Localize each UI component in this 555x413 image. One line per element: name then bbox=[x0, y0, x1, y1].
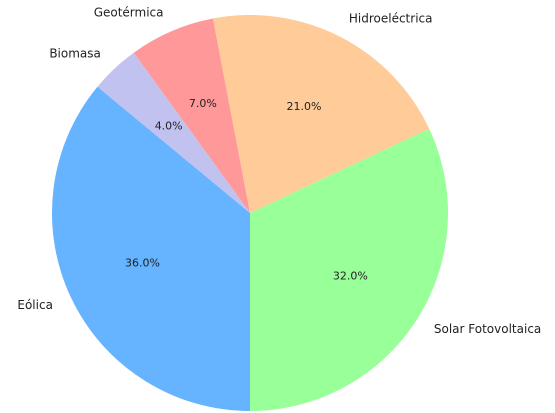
value-label: 4.0% bbox=[155, 119, 183, 132]
slice-label: Eólica bbox=[17, 298, 53, 312]
slice-label: Solar Fotovoltaica bbox=[434, 322, 541, 336]
pie-slice bbox=[250, 128, 448, 412]
pie-slice bbox=[212, 15, 430, 214]
pie-slice bbox=[97, 52, 250, 213]
pie-slice bbox=[51, 86, 250, 412]
slice-label: Biomasa bbox=[49, 47, 101, 61]
value-label: 7.0% bbox=[189, 97, 217, 110]
pie-slice bbox=[133, 18, 250, 213]
slice-label: Geotérmica bbox=[94, 6, 164, 20]
slice-label: Hidroeléctrica bbox=[349, 11, 433, 25]
value-label: 21.0% bbox=[286, 100, 321, 113]
value-label: 36.0% bbox=[125, 257, 160, 270]
value-label: 32.0% bbox=[333, 270, 368, 283]
